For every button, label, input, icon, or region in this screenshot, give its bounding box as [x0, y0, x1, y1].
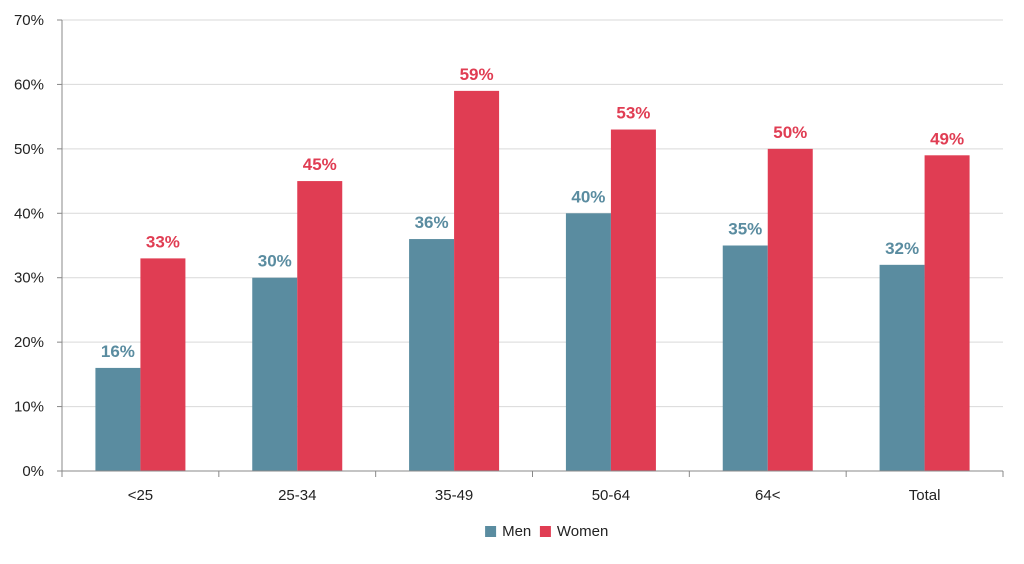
bar-women-0 — [140, 258, 186, 471]
x-category-label: 25-34 — [278, 487, 316, 504]
legend-label-men: Men — [502, 523, 531, 540]
bar-women-4 — [767, 148, 813, 471]
bar-women-2 — [454, 90, 500, 471]
legend-swatch-men — [485, 526, 497, 537]
bar-men-1 — [252, 277, 298, 471]
data-label-men: 36% — [415, 213, 449, 232]
legend: Men Women — [485, 523, 608, 540]
y-tick-label: 70% — [14, 12, 44, 29]
data-label-women: 33% — [146, 232, 180, 251]
bar-women-3 — [610, 129, 656, 471]
bar-men-2 — [409, 239, 455, 471]
y-tick-label: 10% — [14, 399, 44, 416]
bars — [95, 90, 970, 472]
data-label-men: 35% — [728, 220, 762, 239]
x-category-label: <25 — [128, 487, 153, 504]
y-tick-label: 0% — [22, 463, 44, 480]
data-label-women: 45% — [303, 155, 337, 174]
gridlines — [62, 19, 1003, 408]
x-category-label: 35-49 — [435, 487, 473, 504]
data-label-women: 49% — [930, 129, 964, 148]
legend-swatch-women — [539, 526, 551, 537]
x-category-label: Total — [909, 487, 941, 504]
data-label-men: 32% — [885, 239, 919, 258]
bar-men-4 — [722, 245, 768, 471]
x-category-label: 64< — [755, 487, 781, 504]
data-label-men: 30% — [258, 252, 292, 271]
y-tick-label: 30% — [14, 270, 44, 287]
axes — [57, 19, 1004, 477]
bar-men-3 — [565, 213, 611, 472]
y-tick-label: 20% — [14, 334, 44, 351]
y-axis-ticks: 0% 10% 20% 30% 40% 50% 60% 70% — [14, 12, 44, 480]
y-tick-label: 50% — [14, 141, 44, 158]
data-label-men: 16% — [101, 342, 135, 361]
data-label-men: 40% — [571, 187, 605, 206]
y-tick-label: 60% — [14, 76, 44, 93]
legend-label-women: Women — [557, 523, 608, 540]
bar-women-1 — [297, 181, 343, 472]
data-label-women: 53% — [616, 104, 650, 123]
bar-women-5 — [924, 155, 970, 472]
y-tick-label: 40% — [14, 205, 44, 222]
bar-men-0 — [95, 367, 141, 471]
data-labels: 16% 33% 30% 45% 36% 59% 40% 53% 35% 50% 32% 49% — [101, 65, 964, 361]
x-axis-categories: <25 25-34 35-49 50-64 64< Total — [128, 487, 941, 504]
data-label-women: 50% — [773, 123, 807, 142]
bar-men-5 — [879, 264, 925, 471]
data-label-women: 59% — [460, 65, 494, 84]
x-category-label: 50-64 — [592, 487, 630, 504]
